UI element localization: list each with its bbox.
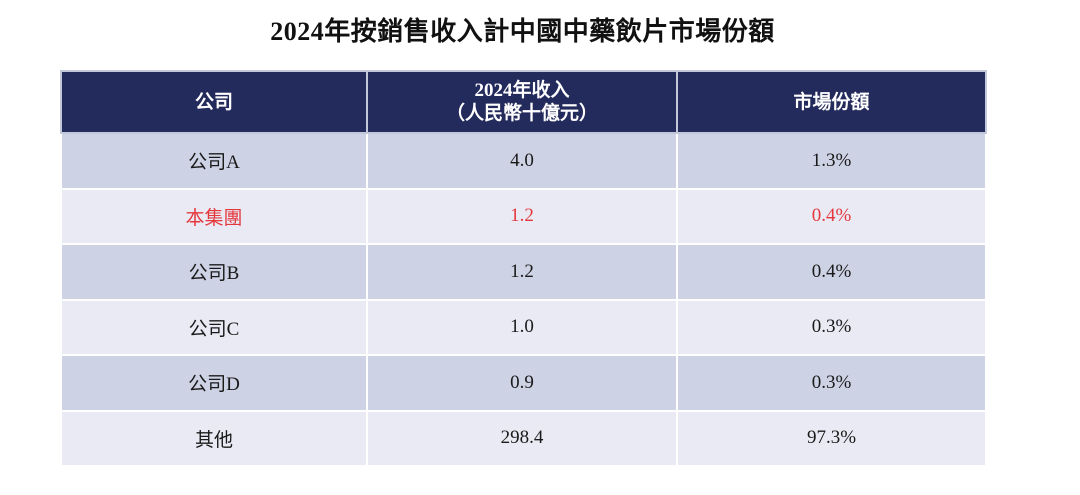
market-share-table: 公司 2024年收入 （人民幣十億元） 市場份額 公司A 4.0 1.3% 本集團 1.…: [60, 70, 987, 467]
revenue-cell: 298.4: [366, 409, 678, 467]
share-cell: 0.4%: [676, 243, 987, 301]
share-cell: 0.4%: [676, 187, 987, 245]
table-title: 2024年按銷售收入計中國中藥飲片市場份額: [270, 17, 775, 46]
table-row: 公司A 4.0 1.3%: [60, 132, 987, 190]
company-cell: 公司B: [60, 243, 368, 301]
revenue-cell: 4.0: [366, 132, 678, 190]
table-row: 其他 298.4 97.3%: [60, 409, 987, 467]
header-revenue-line1: 2024年收入: [474, 80, 570, 101]
company-cell: 公司A: [60, 132, 368, 190]
table-row: 公司C 1.0 0.3%: [60, 298, 987, 356]
header-company: 公司: [60, 70, 368, 134]
header-revenue-line2: （人民幣十億元）: [445, 103, 598, 124]
share-cell: 1.3%: [676, 132, 987, 190]
header-share: 市場份額: [676, 70, 987, 134]
share-cell: 0.3%: [676, 354, 987, 412]
table-header-row: 公司 2024年收入 （人民幣十億元） 市場份額: [60, 70, 987, 134]
revenue-cell: 1.0: [366, 298, 678, 356]
company-cell: 其他: [60, 409, 368, 467]
header-revenue: 2024年收入 （人民幣十億元）: [366, 70, 678, 134]
share-cell: 97.3%: [676, 409, 987, 467]
revenue-cell: 1.2: [366, 243, 678, 301]
table-body: 公司A 4.0 1.3% 本集團 1.2 0.4% 公司B 1.2 0.4% 公司C 1.0 0.3%…: [60, 132, 987, 467]
table-row: 公司B 1.2 0.4%: [60, 243, 987, 301]
table-row: 公司D 0.9 0.3%: [60, 354, 987, 412]
company-cell: 公司C: [60, 298, 368, 356]
revenue-cell: 1.2: [366, 187, 678, 245]
company-cell: 公司D: [60, 354, 368, 412]
table-row: 本集團 1.2 0.4%: [60, 187, 987, 245]
company-cell: 本集團: [60, 187, 368, 245]
revenue-cell: 0.9: [366, 354, 678, 412]
share-cell: 0.3%: [676, 298, 987, 356]
